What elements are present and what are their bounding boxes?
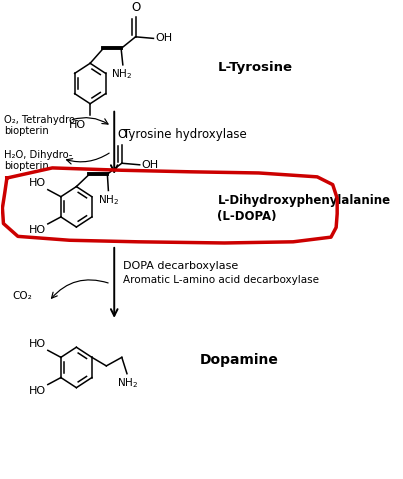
Text: (L-DOPA): (L-DOPA) [218,210,277,223]
Text: O: O [131,1,140,14]
Text: Tyrosine hydroxylase: Tyrosine hydroxylase [123,127,247,140]
Text: DOPA decarboxylase: DOPA decarboxylase [123,262,238,271]
Text: HO: HO [29,386,46,396]
Text: OH: OH [141,160,158,170]
Text: CO₂: CO₂ [13,291,33,301]
Text: Aromatic L-amino acid decarboxylase: Aromatic L-amino acid decarboxylase [123,275,319,285]
Text: biopterin: biopterin [4,161,49,171]
Text: HO: HO [69,120,86,130]
Text: NH$_2$: NH$_2$ [117,376,138,390]
Text: L-Tyrosine: L-Tyrosine [218,61,293,74]
Text: biopterin: biopterin [4,126,49,137]
Text: NH$_2$: NH$_2$ [111,68,132,81]
Text: OH: OH [156,34,172,44]
Text: HO: HO [29,226,46,236]
Text: O₂, Tetrahydro-: O₂, Tetrahydro- [4,114,79,125]
Text: O: O [117,128,127,141]
Text: HO: HO [29,178,46,188]
Text: Dopamine: Dopamine [200,353,279,366]
Text: H₂O, Dihydro-: H₂O, Dihydro- [4,149,73,160]
Text: NH$_2$: NH$_2$ [98,193,119,207]
Text: L-Dihydroxyphenylalanine: L-Dihydroxyphenylalanine [218,194,391,207]
Text: HO: HO [29,339,46,349]
